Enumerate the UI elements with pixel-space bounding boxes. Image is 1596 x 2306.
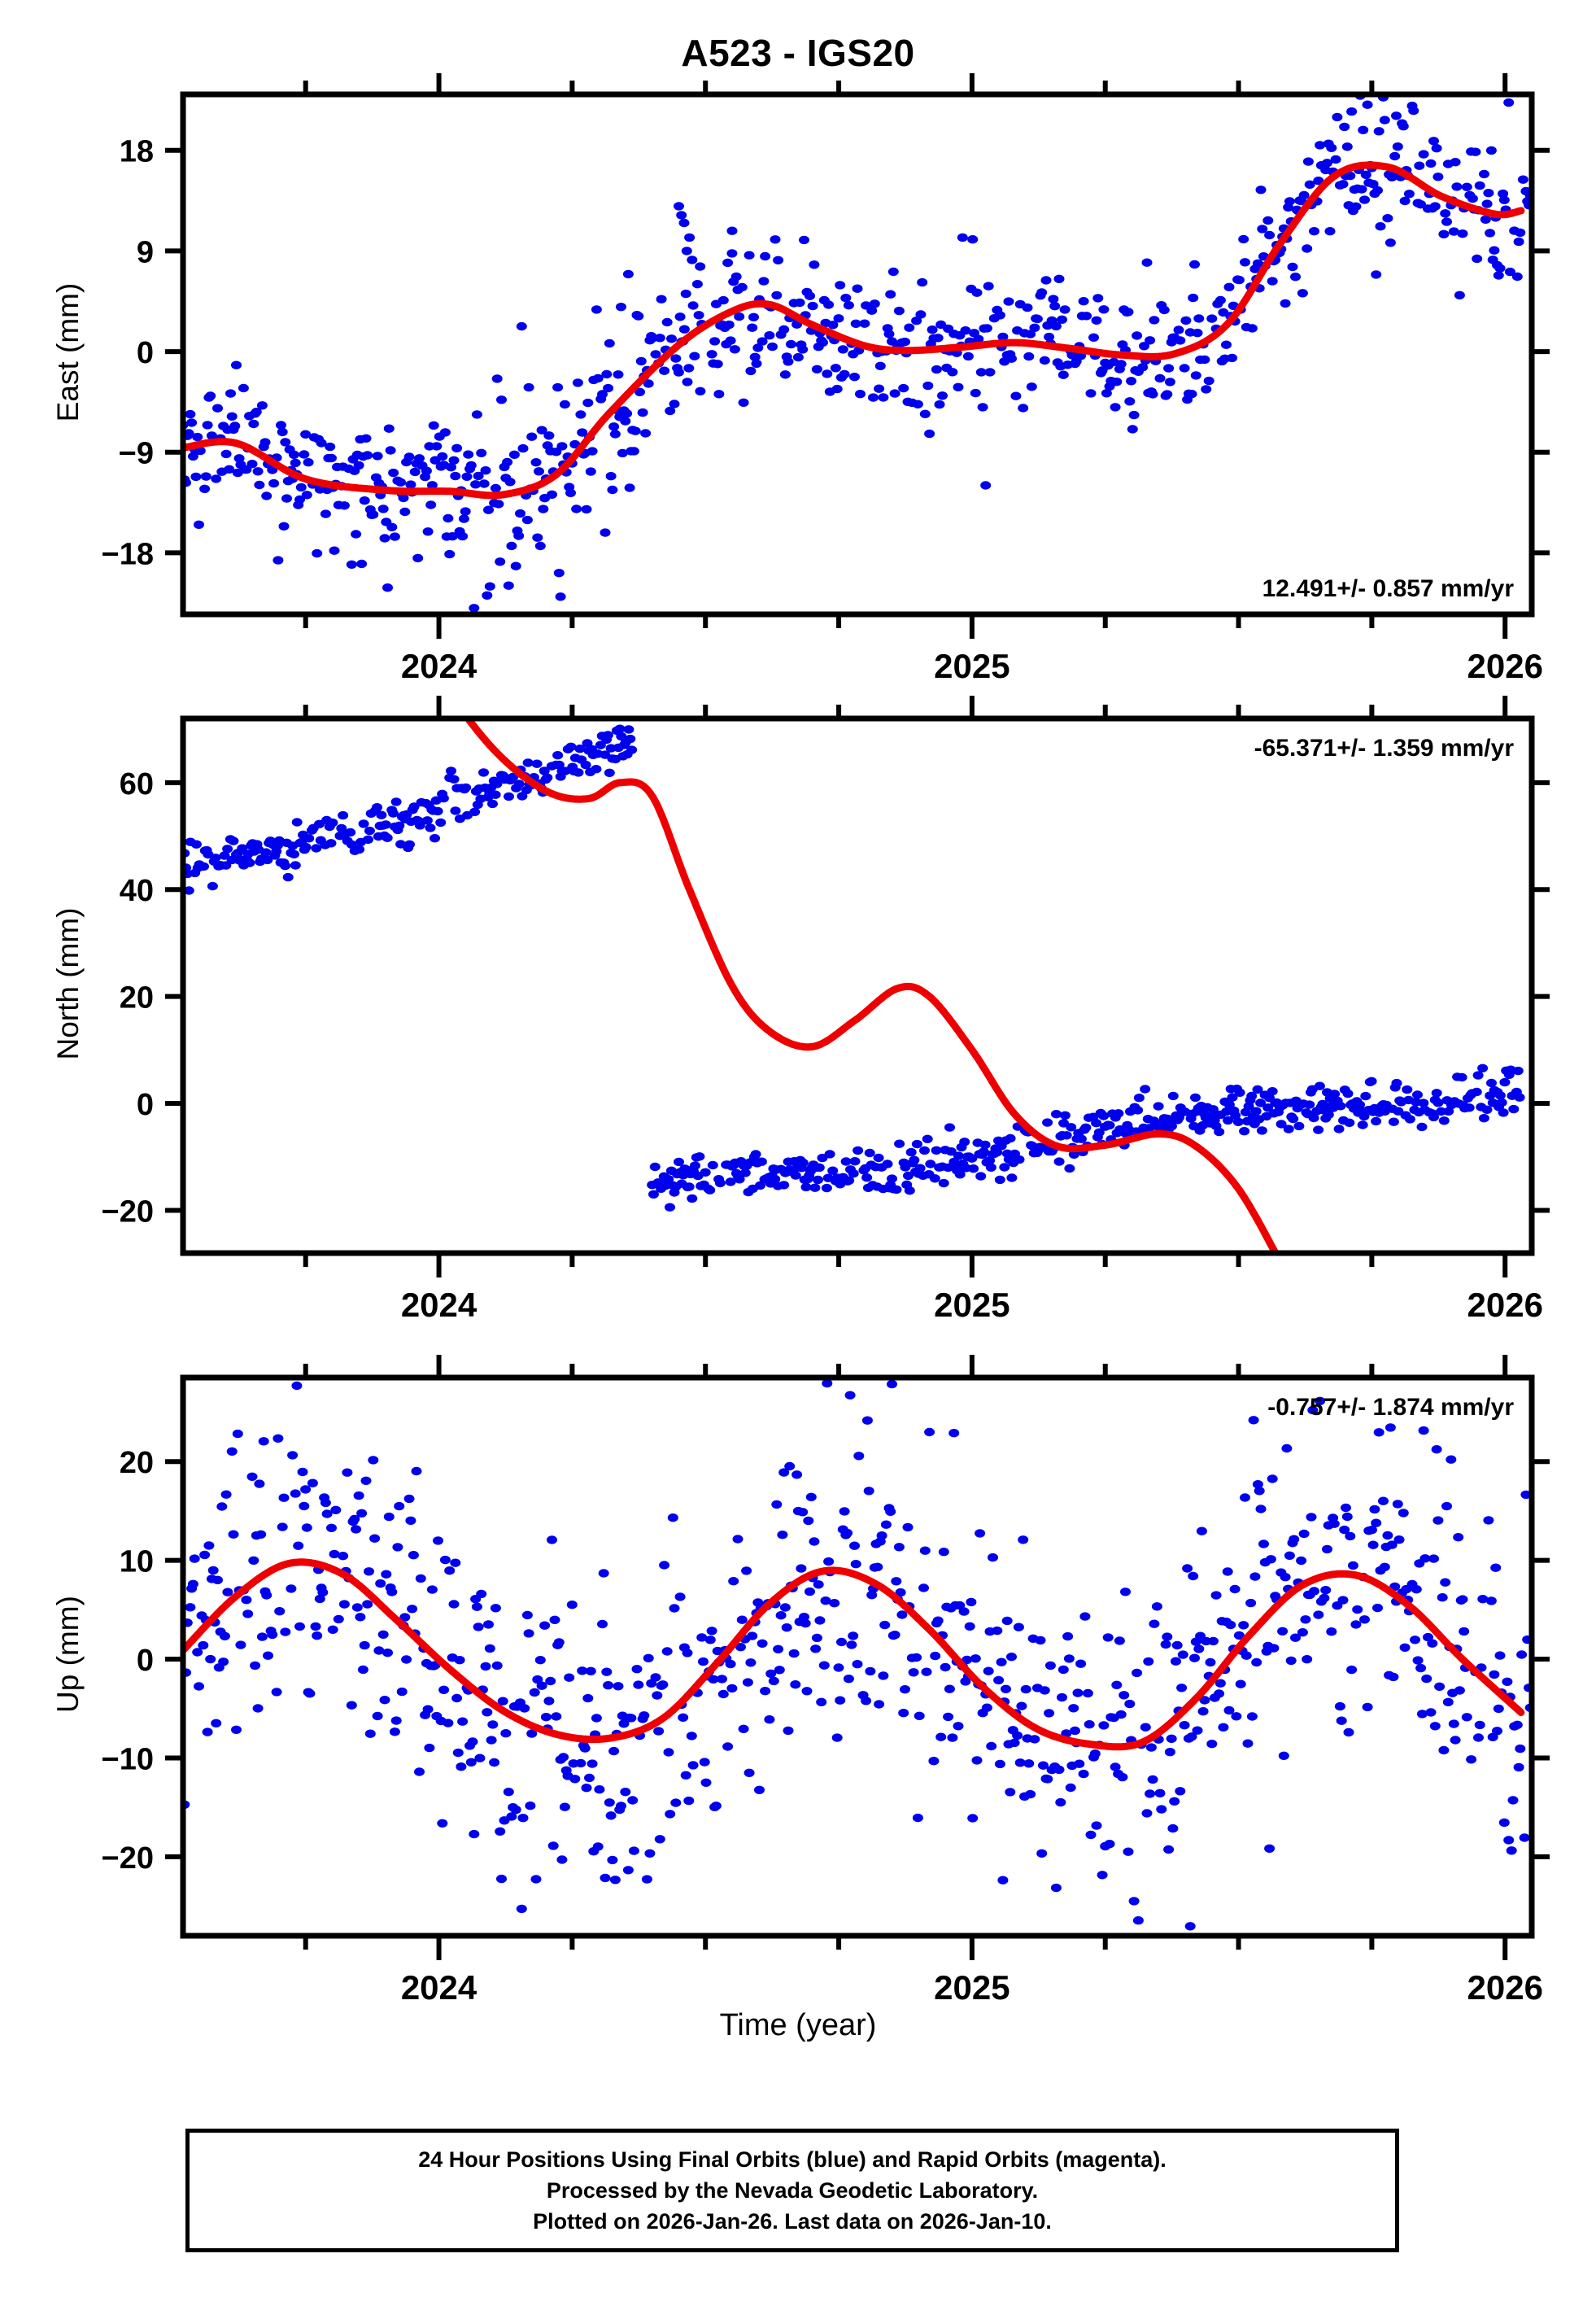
ytick-label-up: 0 [137, 1644, 154, 1678]
ytick-label-east: 18 [120, 135, 154, 169]
ytick-label-north: 0 [137, 1088, 154, 1122]
panel-east: 18 9 0 −9 −18 2024 2025 2026 12.491+/- 0.857 mm/… [0, 73, 1596, 707]
caption-line-2: Processed by the Nevada Geodetic Laborat… [546, 2177, 1039, 2203]
scatter-points-east [183, 94, 1532, 613]
ytick-label-north: 60 [120, 767, 154, 801]
plot-frame-north [180, 715, 1535, 1256]
plot-frame-east [180, 91, 1535, 618]
page-title: A523 - IGS20 [681, 32, 915, 74]
caption-line-3: Plotted on 2026-Jan-26. Last data on 202… [533, 2209, 1052, 2234]
model-curve-east [183, 161, 1525, 500]
model-curve-up [183, 1558, 1525, 1751]
ytick-label-north: 20 [120, 981, 154, 1015]
ytick-label-east: −18 [102, 537, 154, 571]
data-layer-north [183, 718, 1525, 1253]
xtick-label: 2026 [1467, 1286, 1543, 1324]
xtick-label: 2025 [934, 1286, 1009, 1324]
scatter-points-up [183, 1378, 1532, 1931]
xtick-label: 2026 [1467, 647, 1543, 685]
rate-annotation-north: -65.371+/- 1.359 mm/yr [1254, 735, 1515, 762]
axis-label-north: North (mm) [51, 906, 85, 1060]
ytick-label-east: 9 [137, 235, 154, 269]
rate-annotation-up: -0.757+/- 1.874 mm/yr [1267, 1394, 1514, 1421]
xtick-label: 2025 [934, 1968, 1009, 2007]
panel-north: 60 40 20 0 −20 2024 2025 2026 -65.371+/- 1.359 m… [0, 696, 1596, 1344]
panel-up: 20 10 0 −10 −20 2024 2025 2026 -0.757+/- 1.874 m… [0, 1355, 1596, 2027]
caption-box: 24 Hour Positions Using Final Orbits (bl… [185, 2129, 1399, 2252]
data-layer-east [183, 94, 1532, 613]
model-curve-north [463, 718, 1280, 1253]
ytick-label-east: 0 [137, 336, 154, 370]
xtick-label: 2026 [1467, 1968, 1543, 2007]
axis-label-east: East (mm) [51, 282, 85, 421]
ytick-label-north: −20 [102, 1194, 154, 1229]
plot-frame-up [180, 1374, 1535, 1939]
xtick-label: 2024 [401, 1968, 477, 2007]
axis-label-up: Up (mm) [51, 1596, 85, 1713]
plot-east: 18 9 0 −9 −18 2024 2025 2026 12.491+/- 0.857 mm/… [102, 73, 1550, 685]
xtick-label: 2024 [401, 1286, 477, 1324]
data-layer-up [183, 1378, 1532, 1931]
scatter-points-north [183, 724, 1525, 1212]
xtick-label: 2025 [934, 647, 1009, 685]
ytick-label-up: 20 [120, 1446, 154, 1480]
plot-north: 60 40 20 0 −20 2024 2025 2026 -65.371+/- 1.359 m… [102, 696, 1550, 1324]
plot-up: 20 10 0 −10 −20 2024 2025 2026 -0.757+/- 1.874 m… [102, 1355, 1550, 2007]
xtick-label: 2024 [401, 647, 477, 685]
ytick-label-up: −20 [102, 1841, 154, 1876]
rate-annotation-east: 12.491+/- 0.857 mm/yr [1262, 575, 1515, 602]
ytick-label-up: 10 [120, 1545, 154, 1579]
axis-label-time: Time (year) [719, 2008, 877, 2042]
ytick-label-east: −9 [119, 437, 154, 471]
ytick-label-up: −10 [102, 1742, 154, 1776]
caption-line-1: 24 Hour Positions Using Final Orbits (bl… [418, 2147, 1166, 2172]
ytick-label-north: 40 [120, 874, 154, 908]
